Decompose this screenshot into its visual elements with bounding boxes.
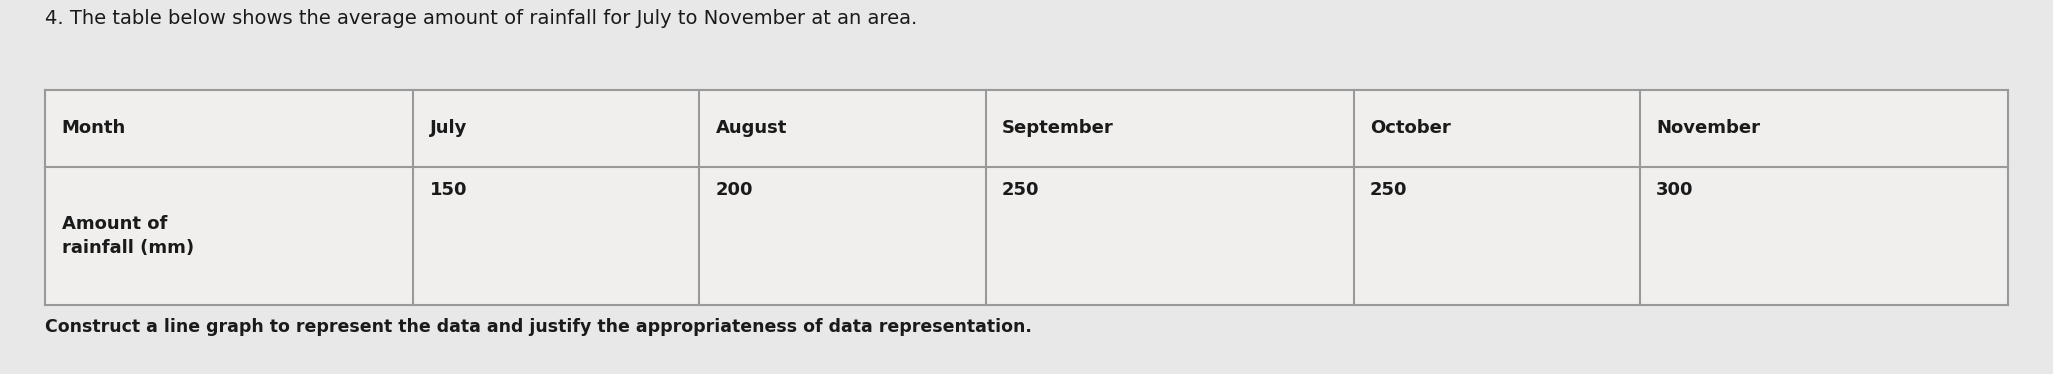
Text: rainfall (mm): rainfall (mm) xyxy=(62,239,193,257)
Text: 200: 200 xyxy=(716,181,753,199)
Text: July: July xyxy=(429,119,466,138)
Text: Amount of: Amount of xyxy=(62,215,166,233)
Text: September: September xyxy=(1002,119,1115,138)
Text: October: October xyxy=(1369,119,1451,138)
Text: 250: 250 xyxy=(1369,181,1408,199)
Text: 300: 300 xyxy=(1657,181,1694,199)
Text: August: August xyxy=(716,119,786,138)
Text: 150: 150 xyxy=(429,181,468,199)
Text: Construct a line graph to represent the data and justify the appropriateness of : Construct a line graph to represent the … xyxy=(45,318,1033,336)
Text: November: November xyxy=(1657,119,1759,138)
Text: 250: 250 xyxy=(1002,181,1039,199)
Text: Month: Month xyxy=(62,119,125,138)
Text: 4. The table below shows the average amount of rainfall for July to November at : 4. The table below shows the average amo… xyxy=(45,9,918,28)
Bar xyxy=(45,90,2008,305)
